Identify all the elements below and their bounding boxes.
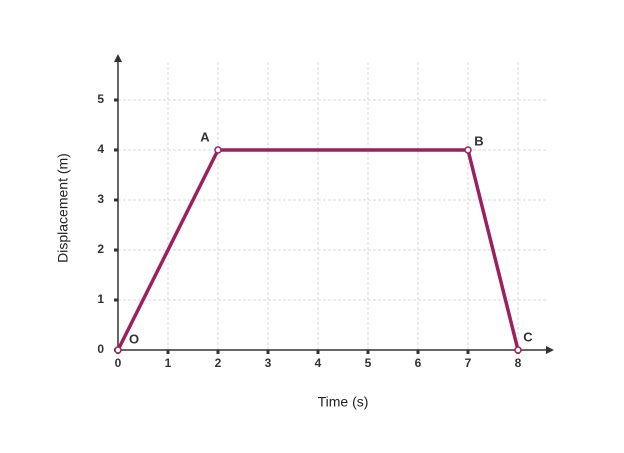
data-point: [464, 146, 472, 154]
point-label: O: [129, 331, 139, 346]
y-axis-arrow: [114, 54, 122, 62]
x-tick-label: 3: [265, 356, 272, 370]
x-tick-mark: [316, 350, 320, 354]
data-line: [116, 148, 520, 351]
x-axis-title: Time (s): [318, 394, 369, 410]
y-tick-label: 4: [97, 142, 104, 156]
data-point: [514, 346, 522, 354]
x-tick-label: 6: [415, 356, 422, 370]
x-tick-mark: [216, 350, 220, 354]
x-tick-mark: [366, 350, 370, 354]
x-tick-label: 1: [165, 356, 172, 370]
x-tick-label: 5: [365, 356, 372, 370]
y-tick-label: 3: [97, 192, 104, 206]
x-tick-mark: [416, 350, 420, 354]
point-label: A: [200, 129, 210, 144]
y-tick-label: 0: [97, 342, 104, 356]
x-tick-label: 7: [465, 356, 472, 370]
x-tick-label: 0: [115, 356, 122, 370]
x-axis-arrow: [546, 346, 554, 354]
y-tick-mark: [114, 298, 118, 302]
x-tick-mark: [166, 350, 170, 354]
data-point: [214, 146, 222, 154]
y-tick-mark: [114, 248, 118, 252]
data-point: [114, 346, 122, 354]
y-tick-label: 1: [97, 292, 104, 306]
x-tick-label: 4: [315, 356, 322, 370]
y-tick-label: 2: [97, 242, 104, 256]
y-tick-mark: [114, 148, 118, 152]
y-tick-mark: [114, 98, 118, 102]
point-label: C: [523, 329, 533, 344]
x-tick-label: 2: [215, 356, 222, 370]
y-axis-title: Displacement (m): [55, 153, 71, 263]
y-tick-label: 5: [97, 92, 104, 106]
y-tick-mark: [114, 198, 118, 202]
x-tick-mark: [466, 350, 470, 354]
x-tick-label: 8: [515, 356, 522, 370]
x-tick-mark: [266, 350, 270, 354]
point-label: B: [474, 133, 483, 148]
